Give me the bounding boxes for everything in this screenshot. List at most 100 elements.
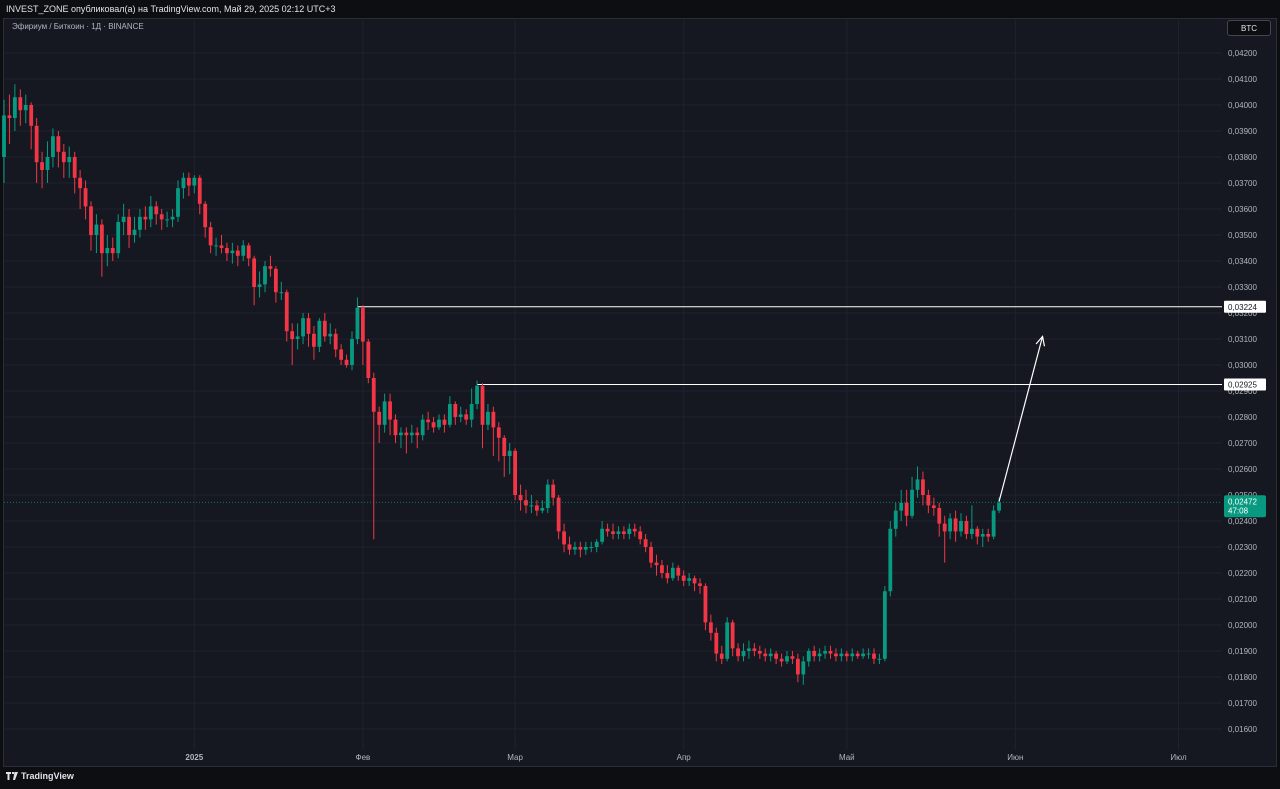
candle	[986, 528, 991, 542]
candle	[382, 393, 387, 433]
candle	[437, 414, 441, 430]
candle	[7, 94, 12, 144]
currency-badge[interactable]: BTC	[1227, 20, 1271, 36]
candle-body	[741, 651, 746, 657]
candle	[953, 510, 958, 542]
candle	[719, 645, 724, 664]
candle	[475, 380, 479, 410]
price-tick-label: 0,03300	[1228, 283, 1257, 292]
candle-body	[529, 505, 534, 507]
candle-body	[513, 450, 518, 495]
candle-body	[51, 136, 55, 157]
candle-body	[774, 653, 779, 659]
candle-body	[594, 541, 599, 547]
candle	[496, 422, 501, 462]
candle	[404, 427, 409, 454]
time-axis[interactable]: 2025 Фев Мар Апр Май Июн Июл	[185, 753, 1187, 762]
price-tick-label: 0,03700	[1228, 179, 1257, 188]
candle-body	[790, 656, 795, 659]
candle-body	[616, 531, 621, 534]
price-axis[interactable]: 0,01600 0,01700 0,01800 0,01900 0,02000 0,021…	[1228, 49, 1257, 734]
candle-body	[116, 222, 121, 254]
time-tick-label: 2025	[185, 753, 203, 762]
candle	[551, 479, 556, 506]
candle-body	[464, 414, 469, 420]
time-tick-label: Апр	[677, 753, 692, 762]
candle-body	[420, 419, 425, 436]
candle	[2, 99, 6, 183]
candle-body	[388, 401, 392, 420]
candle	[99, 219, 104, 277]
candle-body	[736, 648, 740, 657]
candle-body	[301, 318, 305, 337]
candle-body	[823, 651, 827, 654]
candle-body	[621, 531, 626, 534]
candle	[94, 214, 99, 254]
candle-body	[263, 266, 267, 285]
candle	[241, 240, 246, 261]
candle-body	[589, 547, 594, 548]
candle	[942, 515, 947, 563]
candle	[290, 323, 295, 365]
candle	[219, 235, 224, 254]
candle	[872, 648, 876, 664]
candle-body	[959, 521, 963, 532]
candle-body	[850, 653, 855, 657]
candle	[768, 648, 773, 662]
price-tick-label: 0,03100	[1228, 335, 1257, 344]
candle-body	[757, 651, 762, 654]
candle	[159, 209, 164, 230]
candle	[409, 424, 414, 443]
candle	[355, 297, 360, 345]
candle-body	[921, 479, 925, 495]
candle	[170, 209, 175, 228]
candle	[812, 645, 817, 662]
candle-body	[600, 528, 605, 542]
price-tick-label: 0,03900	[1228, 127, 1257, 136]
candle	[246, 242, 251, 267]
candle	[116, 214, 121, 259]
price-tick-label: 0,01700	[1228, 699, 1257, 708]
candle	[420, 414, 425, 441]
candle-body	[817, 653, 822, 657]
candle-body	[491, 411, 496, 428]
forecast-arrow[interactable]	[998, 335, 1046, 502]
forecast-arrow-head	[1035, 335, 1046, 347]
candle-body	[431, 422, 436, 428]
candle-body	[72, 157, 77, 178]
candle	[154, 201, 159, 225]
candle-body	[214, 245, 218, 247]
footer	[0, 767, 1280, 789]
candle	[230, 242, 235, 264]
candle-body	[426, 419, 431, 423]
candle-body	[393, 419, 398, 436]
symbol-title[interactable]: Эфириум / Биткоин · 1Д · BINANCE	[12, 22, 144, 31]
level-lines[interactable]	[357, 306, 1222, 385]
candle-body	[942, 523, 947, 532]
price-tick-label: 0,04200	[1228, 49, 1257, 58]
candle-body	[687, 578, 692, 581]
candle-body	[197, 177, 202, 204]
candle-body	[12, 97, 17, 118]
candle-body	[295, 336, 300, 339]
candle	[486, 404, 490, 430]
candle-body	[138, 216, 142, 230]
candle-body	[110, 248, 115, 254]
candle	[703, 583, 708, 631]
candle-body	[192, 177, 197, 186]
candle	[110, 237, 115, 261]
candle	[67, 146, 72, 178]
candle-body	[502, 437, 507, 456]
price-tick-label: 0,02700	[1228, 439, 1257, 448]
candle	[893, 502, 898, 537]
candle	[605, 523, 610, 537]
time-tick-label: Июн	[1007, 753, 1023, 762]
candle-body	[795, 658, 800, 675]
candle	[524, 489, 528, 514]
candle	[692, 575, 697, 592]
candle	[263, 261, 267, 293]
candle-body	[360, 307, 365, 342]
candle	[573, 541, 577, 555]
tradingview-logo[interactable]: TradingView	[6, 771, 74, 781]
